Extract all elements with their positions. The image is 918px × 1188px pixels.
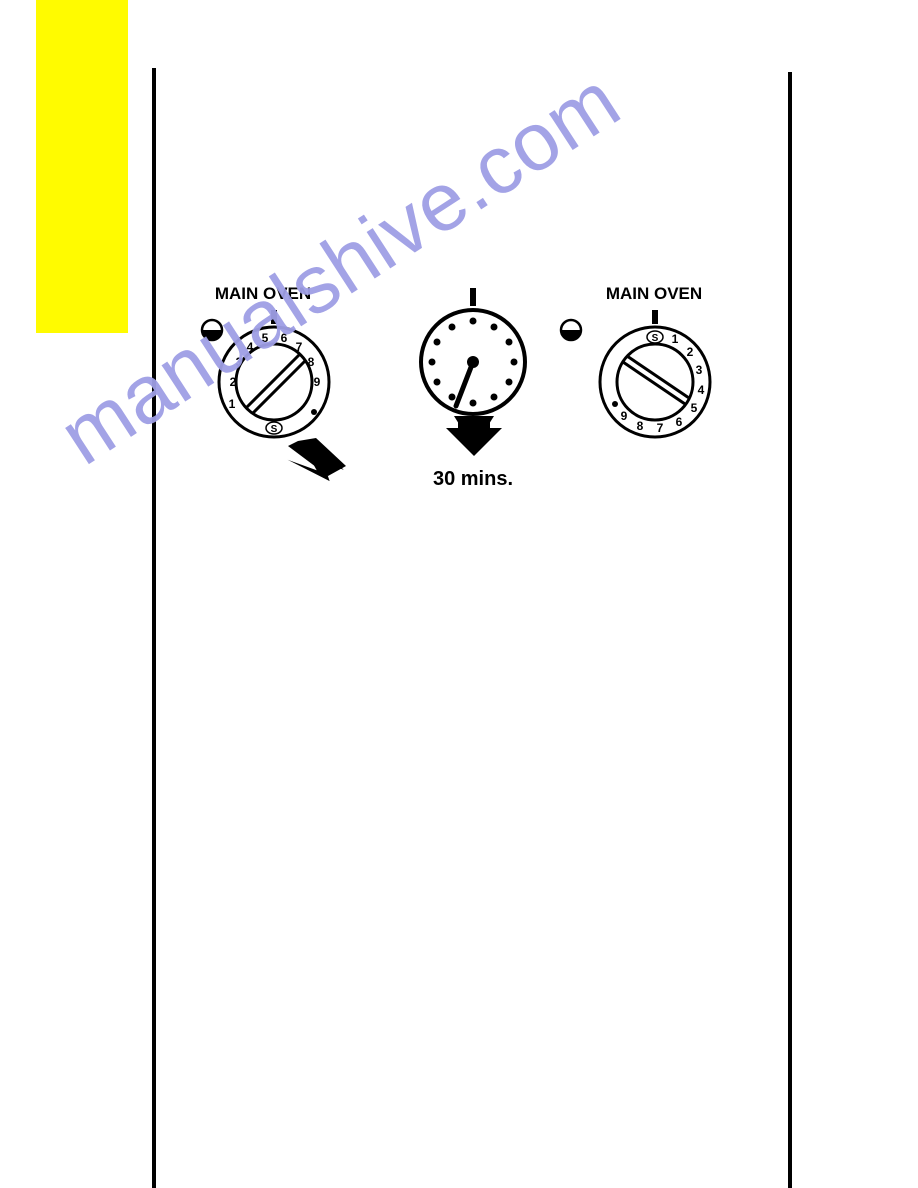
dial-num: 4 bbox=[247, 340, 254, 354]
center-dial-svg bbox=[398, 288, 548, 463]
content-border-right bbox=[788, 72, 792, 1188]
dial-num: 4 bbox=[698, 383, 705, 397]
dial-num: 9 bbox=[314, 375, 321, 389]
dial-num: 3 bbox=[236, 355, 243, 369]
dial-num: 7 bbox=[657, 421, 664, 435]
right-dial-label: MAIN OVEN bbox=[589, 284, 719, 304]
dial-num: 2 bbox=[230, 375, 237, 389]
center-dial-caption: 30 mins. bbox=[398, 468, 548, 491]
left-dial-group: MAIN OVEN 1 2 3 4 5 6 7 8 9 S bbox=[198, 284, 378, 513]
dial-num: 8 bbox=[637, 419, 644, 433]
dial-num: 9 bbox=[621, 409, 628, 423]
dial-num: 2 bbox=[687, 345, 694, 359]
center-dial-group: 30 mins. bbox=[398, 288, 548, 491]
dial-num: 1 bbox=[672, 332, 679, 346]
dial-num: 5 bbox=[691, 401, 698, 415]
left-dial-svg: 1 2 3 4 5 6 7 8 9 S bbox=[198, 308, 378, 508]
dial-num: 8 bbox=[308, 355, 315, 369]
dial-s-symbol: S bbox=[271, 424, 278, 435]
dial-num: 6 bbox=[281, 331, 288, 345]
content-border-left bbox=[152, 68, 156, 1188]
dial-num: 7 bbox=[296, 340, 303, 354]
dial-num: 5 bbox=[262, 331, 269, 345]
dial-num: 3 bbox=[696, 363, 703, 377]
dial-num: 6 bbox=[676, 415, 683, 429]
yellow-sidebar bbox=[36, 0, 128, 333]
dial-num: 1 bbox=[229, 397, 236, 411]
right-dial-svg: S 1 2 3 4 5 6 7 8 9 bbox=[557, 308, 737, 478]
left-dial-label: MAIN OVEN bbox=[198, 284, 328, 304]
dial-s-symbol: S bbox=[652, 333, 659, 344]
right-dial-group: MAIN OVEN S 1 2 3 4 5 6 7 8 9 bbox=[557, 284, 737, 483]
